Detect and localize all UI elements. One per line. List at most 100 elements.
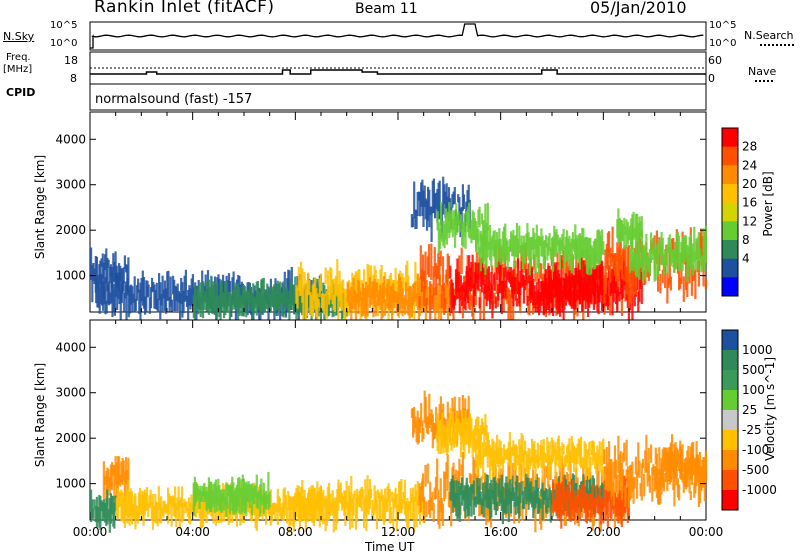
data-streak (575, 235, 578, 260)
data-streak (386, 283, 389, 308)
nsky-label: N.Sky (3, 30, 35, 43)
data-streak (541, 445, 544, 481)
data-streak (639, 221, 642, 237)
data-streak (375, 499, 378, 530)
data-streak (596, 291, 599, 312)
data-streak (409, 488, 412, 520)
data-streak (440, 498, 443, 521)
ytick-label: 4000 (55, 132, 86, 146)
data-streak (195, 296, 198, 310)
data-streak (270, 289, 273, 307)
data-streak (92, 263, 95, 282)
data-streak (254, 497, 257, 529)
data-streak (513, 236, 516, 268)
data-streak (517, 257, 520, 295)
data-streak (506, 286, 509, 304)
data-streak (506, 482, 509, 506)
data-streak (452, 432, 455, 449)
data-streak (569, 242, 572, 271)
data-streak (312, 283, 315, 301)
data-streak (645, 434, 648, 472)
data-streak (704, 450, 707, 483)
data-streak (422, 254, 425, 282)
data-streak (595, 485, 598, 507)
data-streak (452, 191, 455, 205)
data-streak (620, 463, 623, 501)
data-streak (473, 272, 476, 296)
data-streak (618, 235, 621, 271)
data-streak (288, 290, 291, 324)
data-streak (256, 281, 259, 310)
data-streak (137, 278, 140, 293)
data-streak (218, 295, 221, 318)
data-streak (197, 493, 200, 510)
data-streak (113, 465, 116, 501)
data-streak (224, 496, 227, 506)
data-streak (659, 469, 662, 487)
data-streak (186, 508, 189, 518)
data-streak (267, 472, 270, 510)
data-streak (211, 508, 214, 519)
data-streak (413, 181, 416, 219)
data-streak (527, 478, 530, 510)
data-streak (451, 398, 454, 418)
data-streak (180, 278, 183, 304)
data-streak (450, 210, 453, 229)
data-streak (482, 422, 485, 434)
data-streak (454, 469, 457, 480)
data-streak (430, 409, 433, 432)
data-streak (451, 411, 454, 446)
data-streak (398, 273, 401, 310)
data-streak (461, 477, 464, 506)
data-streak (463, 213, 466, 238)
colorbar-0-swatch (722, 258, 738, 278)
data-streak (99, 273, 102, 304)
data-streak (637, 442, 640, 476)
data-streak (452, 295, 455, 310)
data-streak (232, 289, 235, 306)
data-streak (470, 418, 473, 440)
data-streak (297, 266, 300, 291)
data-streak (335, 290, 338, 316)
data-streak (241, 474, 244, 512)
data-streak (466, 484, 469, 517)
data-streak (206, 491, 209, 510)
data-streak (309, 292, 312, 315)
data-streak (601, 501, 604, 512)
data-streak (545, 278, 548, 313)
data-streak (541, 235, 544, 257)
data-streak (258, 486, 261, 519)
data-streak (512, 229, 515, 257)
data-streak (167, 270, 170, 301)
data-streak (149, 489, 152, 508)
data-streak (625, 469, 628, 481)
data-streak (571, 442, 574, 463)
data-streak (253, 297, 256, 314)
data-streak (287, 269, 290, 305)
data-streak (657, 265, 660, 292)
data-streak (636, 271, 639, 291)
data-streak (249, 485, 252, 502)
data-streak (358, 281, 361, 307)
data-streak (114, 251, 117, 289)
data-streak (104, 502, 107, 523)
data-streak (494, 240, 497, 268)
data-streak (485, 445, 488, 456)
data-streak (422, 427, 425, 439)
data-streak (636, 213, 639, 243)
data-streak (492, 472, 495, 505)
data-streak (254, 485, 257, 497)
xtick-label: 00:00 (689, 525, 724, 539)
data-streak (694, 269, 697, 299)
data-streak (653, 245, 656, 282)
data-streak (590, 287, 593, 305)
data-streak (198, 292, 201, 308)
data-streak (643, 244, 646, 263)
data-streak (702, 457, 705, 478)
data-streak (589, 237, 592, 276)
data-streak (113, 261, 116, 283)
data-streak (611, 490, 614, 510)
data-streak (611, 482, 614, 497)
data-streak (512, 440, 515, 456)
data-streak (267, 293, 270, 303)
